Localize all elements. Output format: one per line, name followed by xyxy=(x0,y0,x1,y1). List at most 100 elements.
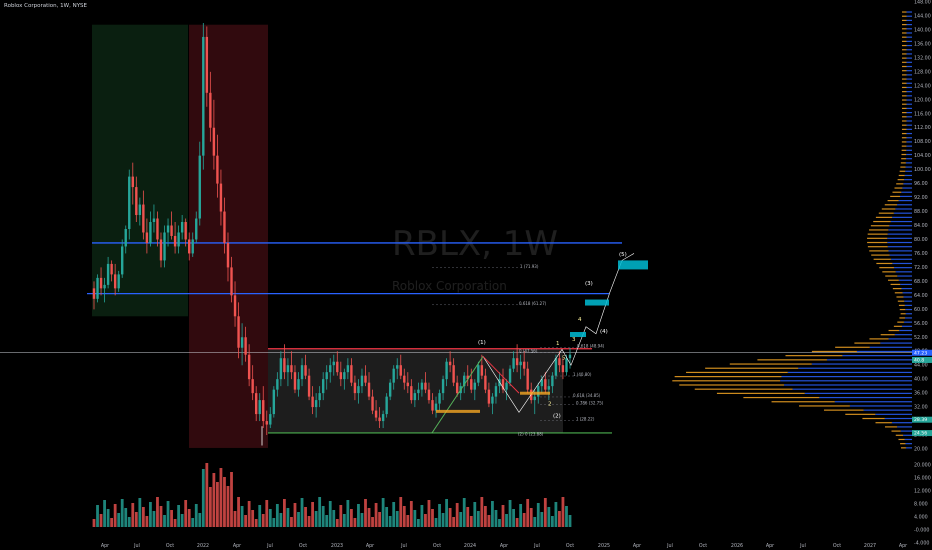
wave-label: (4) xyxy=(600,329,608,335)
candle-body xyxy=(159,239,163,261)
vp-row-down xyxy=(672,380,781,382)
volume-bar xyxy=(173,519,177,527)
vp-row-up xyxy=(906,132,912,135)
chart-header: Roblox Corporation, 1W, NYSE xyxy=(4,3,90,9)
vp-row-down xyxy=(901,99,907,101)
vp-row-up xyxy=(906,153,912,156)
vp-row-up xyxy=(905,447,912,449)
candle-body xyxy=(558,358,561,366)
vp-row-down xyxy=(897,321,904,323)
vp-row-up xyxy=(849,405,912,407)
vp-row-up xyxy=(880,342,912,344)
volume-bar xyxy=(357,504,360,527)
wave-label: 2 xyxy=(548,401,552,407)
vp-row-up xyxy=(804,392,912,394)
fib-label: 1 (28.22) xyxy=(576,416,595,421)
vp-row-up xyxy=(892,216,912,218)
volume-bar xyxy=(434,518,438,527)
volume-bar xyxy=(388,516,392,527)
volume-bar xyxy=(279,513,283,527)
candle-body xyxy=(438,393,441,404)
vp-row-down xyxy=(892,288,902,290)
volume-bar xyxy=(466,507,470,527)
x-tick-label: Oct xyxy=(433,543,441,549)
candle-body xyxy=(357,386,360,394)
candle-body xyxy=(113,274,117,289)
y-tick-label: 40.00 xyxy=(914,377,928,383)
vp-row-up xyxy=(893,212,912,214)
vp-row-down xyxy=(811,350,857,353)
candle-body xyxy=(371,396,374,411)
vp-row-down xyxy=(901,112,907,114)
volume-bar xyxy=(283,499,286,527)
y-tick-label: 132.00 xyxy=(914,55,931,61)
candle-body xyxy=(568,354,572,359)
volume-bar xyxy=(378,512,381,527)
candle-body xyxy=(399,365,402,376)
candle-body xyxy=(508,368,512,383)
candle-body xyxy=(254,393,258,415)
vp-row-down xyxy=(901,153,907,156)
volume-bar xyxy=(473,502,477,527)
volume-bar xyxy=(180,514,184,527)
volume-bar xyxy=(547,507,551,527)
candle-body xyxy=(106,263,110,285)
vp-row-up xyxy=(904,304,912,306)
candle-body xyxy=(537,386,540,397)
candle-body xyxy=(237,316,240,348)
vp-row-up xyxy=(888,338,912,340)
candle-body xyxy=(279,358,283,380)
vp-row-up xyxy=(904,174,912,177)
candle-body xyxy=(388,382,392,397)
fib-label: 0.618 (34.85) xyxy=(573,393,601,398)
candle-body xyxy=(212,127,216,156)
vp-row-down xyxy=(880,334,895,336)
vp-row-down xyxy=(902,49,907,51)
red-zone xyxy=(189,24,268,448)
y-tick-label: 56.00 xyxy=(914,321,928,327)
volume-bar xyxy=(533,517,537,527)
vp-row-up xyxy=(826,359,912,361)
vp-row-up xyxy=(892,262,912,265)
volume-bar xyxy=(96,505,99,527)
vp-row-down xyxy=(835,346,870,348)
vp-row-up xyxy=(899,329,912,332)
vp-row-up xyxy=(906,103,912,105)
volume-bar xyxy=(113,504,117,527)
candle-body xyxy=(374,410,378,418)
volume-bar xyxy=(550,516,554,527)
vp-row-down xyxy=(900,443,906,445)
volume-bar xyxy=(156,497,159,527)
vp-row-down xyxy=(900,166,906,168)
x-tick-label: Apr xyxy=(366,543,374,549)
volume-bar xyxy=(244,515,248,527)
candle-body xyxy=(367,382,371,397)
wave-label: (5) xyxy=(619,252,627,258)
vp-row-down xyxy=(885,275,898,277)
fib-label: 0.786 (32.75) xyxy=(576,400,604,405)
vp-row-down xyxy=(900,162,906,164)
vp-row-down xyxy=(902,57,907,59)
fib-label: 1 (40.80) xyxy=(573,372,592,377)
y-tick-label: 144.00 xyxy=(914,13,931,19)
vp-row-up xyxy=(906,116,912,118)
volume-bar xyxy=(194,504,198,527)
vp-row-up xyxy=(906,120,912,122)
vp-row-up xyxy=(905,313,912,315)
volume-bar xyxy=(307,516,311,527)
candle-body xyxy=(311,396,314,408)
candle-body xyxy=(128,176,131,229)
candle-body xyxy=(420,382,424,390)
volume-bar xyxy=(297,512,300,527)
volume-bar xyxy=(491,501,494,527)
candle-body xyxy=(491,396,494,404)
volume-tick-label: 16.000 xyxy=(914,476,931,482)
volume-bar xyxy=(374,503,378,527)
x-tick-label: Jul xyxy=(266,543,273,549)
volume-bar xyxy=(219,468,223,527)
candle-body xyxy=(519,361,522,366)
vp-row-down xyxy=(771,401,835,403)
vp-row-down xyxy=(902,70,907,72)
